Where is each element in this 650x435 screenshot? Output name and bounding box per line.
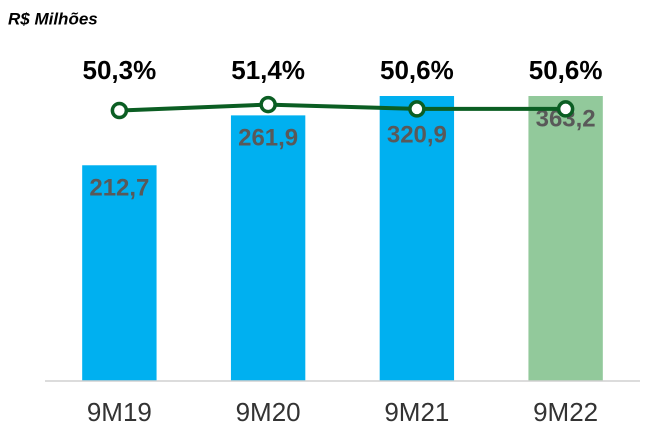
bars	[82, 96, 603, 382]
line-value-label: 50,6%	[529, 55, 603, 85]
bar	[82, 165, 157, 381]
bar-value-label: 212,7	[89, 175, 149, 202]
x-tick-label: 9M20	[236, 397, 301, 427]
line-point	[259, 95, 277, 114]
bar	[379, 96, 455, 381]
line-value-label: 50,3%	[83, 55, 157, 85]
line-point	[556, 100, 575, 118]
line-point	[110, 101, 129, 120]
bar-value-label: 320,9	[387, 121, 447, 148]
x-tick-label: 9M21	[384, 397, 449, 427]
x-tick-label: 9M22	[533, 397, 598, 427]
bar	[230, 115, 306, 381]
bar	[528, 96, 603, 382]
chart-title: R$ Milhões	[8, 9, 98, 28]
line-value-label: 50,6%	[380, 55, 454, 85]
x-tick-label: 9M19	[87, 397, 152, 427]
line-value-label: 51,4%	[231, 55, 305, 85]
bar-value-label: 261,9	[238, 125, 298, 152]
line-point	[408, 100, 426, 118]
line	[119, 102, 566, 113]
